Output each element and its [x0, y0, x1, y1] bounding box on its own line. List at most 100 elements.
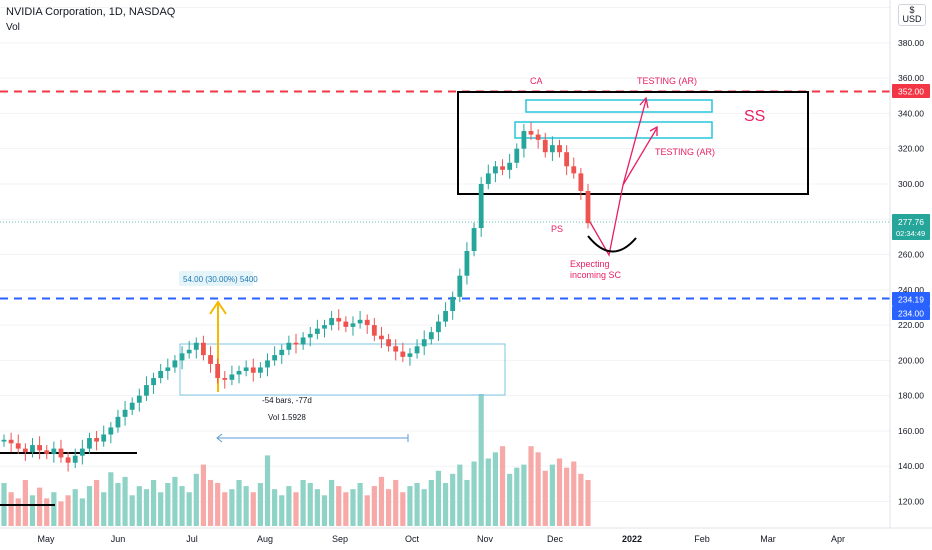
candle-body	[122, 409, 128, 417]
range-box[interactable]	[179, 343, 506, 396]
badge-support-a-text: 234.19	[898, 295, 924, 305]
volume-bar	[286, 486, 292, 526]
price-tick-label: 180.00	[898, 391, 924, 401]
price-tick-label: 240.00	[898, 285, 924, 295]
candle-body	[464, 251, 470, 276]
label-range: 54.00 (30.00%) 5400	[183, 275, 258, 284]
volume-bar	[442, 483, 449, 526]
plot-area[interactable]	[0, 0, 890, 528]
price-axis[interactable]: 120.00 140.00 160.00 180.00 200.00 220.00 240.…	[889, 0, 932, 528]
candle-body	[471, 228, 477, 252]
badge-resistance-text: 352.00	[898, 87, 924, 97]
volume-bar	[556, 458, 563, 526]
candle-body	[72, 455, 78, 463]
label-bars: -54 bars, -77d	[262, 396, 312, 405]
volume-bar	[549, 464, 555, 526]
volume-bar	[514, 467, 520, 526]
volume-bar	[385, 489, 392, 526]
currency-selector[interactable]: $ USD	[898, 4, 926, 26]
candle-body	[22, 448, 28, 453]
time-tick-label: Apr	[831, 534, 845, 544]
candle-body	[193, 342, 199, 350]
volume-bar	[542, 470, 548, 526]
volume-bar	[37, 487, 43, 526]
volume-bar	[393, 479, 399, 526]
time-tick-label: Sep	[332, 534, 348, 544]
volume-bar	[571, 461, 577, 526]
volume-bar	[293, 492, 299, 526]
volume-bar	[158, 492, 164, 526]
candle-body	[179, 353, 185, 361]
volume-bar	[307, 483, 313, 526]
label-expecting-1: Expecting	[570, 259, 610, 269]
cyan-zone-top[interactable]	[525, 99, 713, 113]
candle-body	[79, 448, 85, 456]
orange-arrowhead	[209, 300, 227, 315]
cyan-zone-mid[interactable]	[514, 121, 713, 139]
time-axis[interactable]: May Jun Jul Aug Sep Oct Nov Dec 2022 Feb Mar Apr	[0, 527, 932, 550]
candle-body	[314, 328, 320, 334]
candle-body	[500, 166, 505, 170]
volume-bar	[72, 489, 78, 526]
candle-body	[307, 333, 313, 338]
label-ps: PS	[551, 224, 563, 234]
time-tick-label: Aug	[257, 534, 273, 544]
candle-body	[37, 445, 43, 451]
price-tick-labels: 120.00 140.00 160.00 180.00 200.00 220.00 240.…	[898, 3, 924, 507]
price-tick-label: 160.00	[898, 426, 924, 436]
sc-arc	[587, 235, 637, 253]
label-expecting-2: incoming SC	[570, 270, 622, 280]
volume-bar	[136, 486, 142, 526]
volume-bar	[93, 479, 100, 526]
candle-body	[236, 370, 242, 375]
candle-body	[286, 342, 292, 350]
candle-body	[514, 148, 520, 163]
volume-bar	[464, 479, 470, 526]
candle-body	[414, 346, 420, 354]
volume-bar	[129, 495, 135, 526]
candle-body	[44, 450, 50, 454]
volume-bar	[186, 492, 192, 526]
badge-support-a	[892, 292, 930, 306]
candle-body	[386, 339, 391, 347]
candle-body	[15, 443, 21, 449]
candle-body	[322, 325, 327, 329]
volume-bar	[478, 394, 484, 526]
time-axis-bg	[0, 528, 932, 550]
time-tick-label: Mar	[760, 534, 776, 544]
volume-bar	[86, 486, 93, 526]
distribution-box[interactable]	[457, 91, 809, 195]
volume-bar	[215, 483, 221, 526]
time-tick-label: Dec	[547, 534, 564, 544]
volume-bar	[257, 483, 263, 526]
volume-bar	[371, 486, 377, 526]
badge-current	[892, 214, 930, 240]
label-ca: CA	[530, 76, 543, 86]
candle-body	[329, 318, 335, 326]
volume-bar	[264, 455, 271, 526]
volume-bar	[378, 476, 385, 526]
price-tick-label: 260.00	[898, 250, 924, 260]
candle-body	[457, 275, 463, 297]
time-tick-label: Nov	[477, 534, 494, 544]
candle-body	[564, 152, 570, 167]
volume-bar	[314, 489, 320, 526]
badge-resistance	[892, 84, 930, 98]
annotations: CA TESTING (AR) TESTING (AR) SS PS Expec…	[179, 76, 765, 422]
volume-bar	[200, 464, 207, 526]
volume-bar	[108, 472, 114, 526]
badge-support-b-text: 234.00	[898, 309, 924, 319]
candle-body	[265, 360, 270, 368]
candle-body	[208, 355, 213, 364]
volume-label: Vol	[6, 22, 20, 33]
time-tick-labels: May Jun Jul Aug Sep Oct Nov Dec 2022 Feb Mar Apr	[37, 534, 845, 544]
candle-body	[485, 173, 491, 184]
candle-body	[336, 318, 342, 322]
candle-body	[222, 378, 228, 380]
price-tick-label: 380.00	[898, 38, 924, 48]
candle-body	[58, 448, 64, 458]
candle-body	[343, 321, 349, 327]
volume-bar	[336, 486, 342, 526]
bars-range-arrowhead	[216, 433, 223, 443]
